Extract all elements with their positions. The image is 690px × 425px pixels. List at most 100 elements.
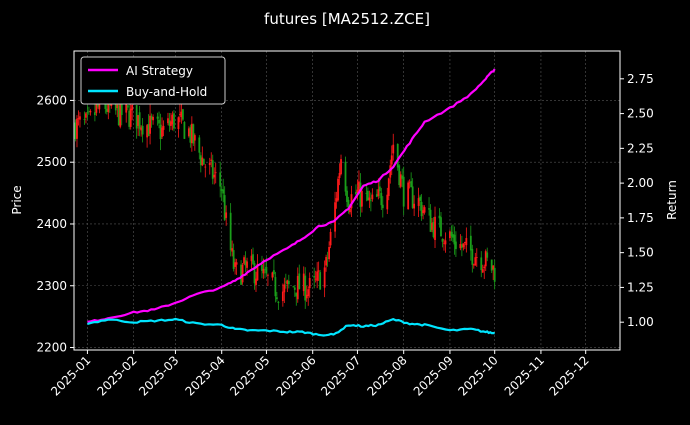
candle-body	[460, 244, 463, 248]
candle-body	[252, 254, 254, 264]
candle-body	[182, 109, 184, 120]
candle-body	[365, 192, 368, 194]
candle-body	[486, 252, 489, 258]
candle-body	[483, 266, 486, 269]
candle-body	[471, 248, 474, 265]
candle-body	[344, 161, 347, 192]
candle-body	[463, 242, 466, 243]
candle-body	[293, 287, 296, 290]
candle-body	[250, 255, 253, 262]
candle-body	[150, 116, 153, 120]
candle-body	[95, 104, 98, 113]
candle-body	[440, 217, 442, 237]
candle-body	[170, 121, 172, 126]
candle-body	[168, 120, 171, 126]
y-right-tick-label: 1.25	[627, 280, 654, 294]
candle-body	[140, 127, 143, 131]
candle-body	[116, 104, 119, 109]
candle-body	[277, 301, 280, 303]
series-line-buy-and-hold	[87, 317, 495, 337]
candle-body	[253, 263, 256, 284]
candle-body	[326, 257, 329, 259]
candle-body	[329, 231, 332, 246]
candle-body	[475, 257, 478, 258]
candle-body	[462, 243, 465, 248]
candle-body	[337, 178, 339, 201]
candle-body	[234, 262, 237, 267]
candle-body	[129, 108, 132, 127]
candle-body	[386, 194, 389, 210]
candle-body	[387, 178, 390, 197]
candle-body	[484, 251, 487, 267]
candle-body	[137, 115, 140, 126]
candle-body	[138, 112, 141, 129]
candle-body	[220, 189, 223, 191]
candle-body	[89, 110, 92, 113]
y-axis-left-label: Price	[10, 185, 24, 214]
candle-body	[346, 190, 348, 202]
candle-body	[211, 160, 214, 179]
candle-body	[399, 174, 402, 187]
candle-body	[323, 267, 326, 288]
candle-body	[375, 194, 378, 197]
candle-body	[493, 267, 496, 282]
candle-body	[83, 119, 86, 120]
candle-body	[193, 135, 196, 141]
candle-body	[190, 123, 193, 144]
candle-body	[219, 172, 222, 187]
candle-body	[131, 104, 134, 111]
candle-body	[171, 114, 174, 125]
candle-body	[492, 265, 495, 270]
candle-body	[161, 127, 163, 137]
candle-body	[204, 166, 207, 168]
candle-body	[302, 273, 305, 292]
candle-body	[480, 257, 483, 271]
candle-body	[125, 103, 128, 113]
candle-body	[304, 275, 307, 301]
candle-body	[128, 110, 131, 127]
candle-body	[428, 208, 430, 210]
candle-body	[152, 116, 154, 121]
candle-body	[423, 207, 426, 213]
series-line-ai-strategy	[87, 68, 496, 323]
candle-body	[308, 278, 311, 289]
candle-body	[453, 234, 456, 245]
candle-body	[340, 159, 342, 174]
candle-body	[305, 294, 308, 299]
candle-body	[420, 201, 423, 217]
candle-body	[369, 200, 372, 202]
candle-body	[183, 122, 186, 139]
candle-body	[408, 182, 411, 184]
candle-body	[96, 104, 99, 107]
candle-body	[450, 231, 453, 237]
candle-body	[396, 143, 399, 168]
candle-body	[246, 261, 248, 268]
candle-body	[338, 173, 341, 178]
candle-body	[422, 210, 424, 214]
candle-body	[117, 105, 120, 126]
candle-body	[328, 246, 330, 260]
candle-body	[135, 105, 138, 129]
candle-body	[167, 118, 169, 124]
candle-body	[334, 202, 336, 232]
candle-body	[292, 286, 295, 288]
y-right-tick-label: 1.50	[627, 246, 654, 260]
candle-body	[158, 119, 160, 124]
legend-label-buy-and-hold: Buy-and-Hold	[126, 85, 207, 99]
candle-body	[349, 208, 351, 213]
candle-body	[398, 165, 401, 186]
y-right-tick-label: 2.50	[627, 107, 654, 121]
candle-body	[335, 198, 338, 202]
candle-body	[417, 198, 420, 206]
candle-body	[469, 235, 472, 251]
candle-body	[441, 238, 444, 242]
y-right-tick-label: 1.75	[627, 211, 654, 225]
y-axis-right-label: Return	[665, 180, 679, 220]
candle-body	[74, 122, 77, 140]
candle-body	[114, 98, 117, 111]
candle-body	[180, 111, 183, 118]
candle-body	[244, 260, 247, 266]
candle-body	[177, 117, 180, 130]
candle-body	[86, 112, 89, 114]
